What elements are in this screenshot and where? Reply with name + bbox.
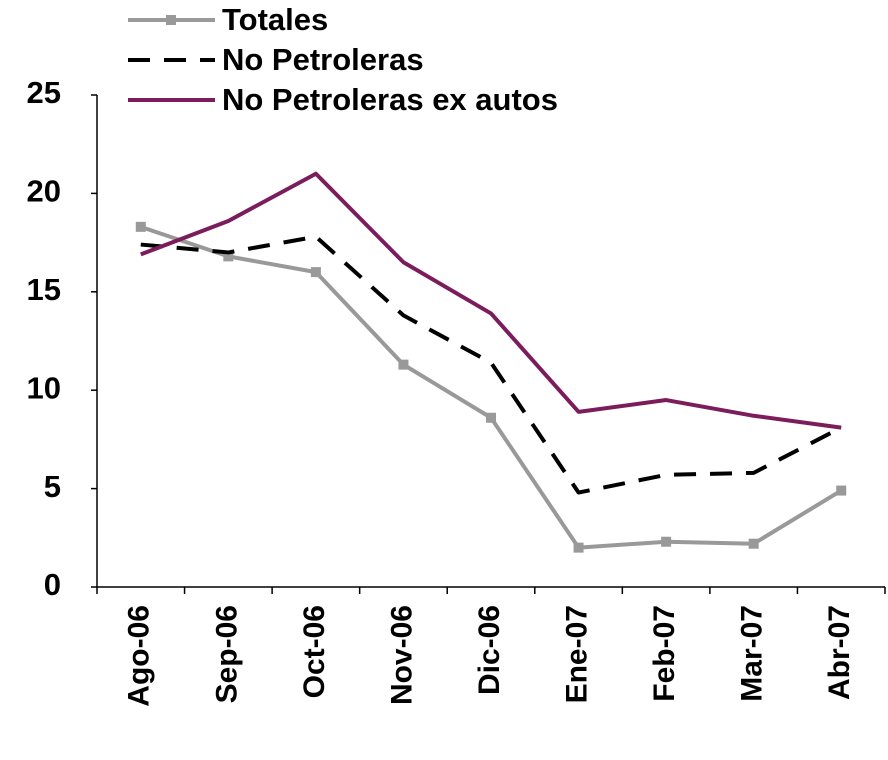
point-marker (135, 221, 146, 232)
x-tick-label: Abr-07 (823, 605, 856, 700)
legend-label: Totales (222, 2, 328, 37)
x-tick-label: Ene-07 (560, 605, 593, 703)
y-tick-label: 5 (44, 469, 61, 504)
x-tick-label: Ago-06 (123, 605, 156, 707)
point-marker (486, 412, 496, 423)
y-tick-label: 20 (27, 174, 61, 209)
legend-marker (166, 15, 176, 25)
y-tick-label: 25 (27, 75, 61, 110)
x-tick-label: Feb-07 (648, 605, 681, 702)
series-line (140, 171, 842, 430)
y-tick-label: 0 (44, 567, 61, 602)
point-marker (310, 267, 321, 278)
legend-label: No Petroleras (222, 42, 424, 77)
series-line (140, 224, 843, 550)
point-marker (398, 359, 409, 370)
y-tick-label: 15 (27, 272, 61, 307)
x-tick-label: Oct-06 (298, 605, 331, 698)
x-tick-label: Nov-06 (385, 605, 418, 705)
point-marker (836, 485, 847, 496)
point-marker (223, 251, 234, 262)
point-marker (573, 542, 584, 553)
y-tick-label: 10 (27, 370, 61, 405)
x-tick-label: Mar-07 (736, 605, 769, 702)
legend-label: No Petroleras ex autos (222, 82, 558, 117)
x-tick-label: Dic-06 (473, 605, 506, 695)
point-marker (748, 538, 759, 549)
x-tick-label: Sep-06 (210, 605, 243, 703)
point-marker (661, 536, 672, 547)
series-line (140, 234, 843, 495)
